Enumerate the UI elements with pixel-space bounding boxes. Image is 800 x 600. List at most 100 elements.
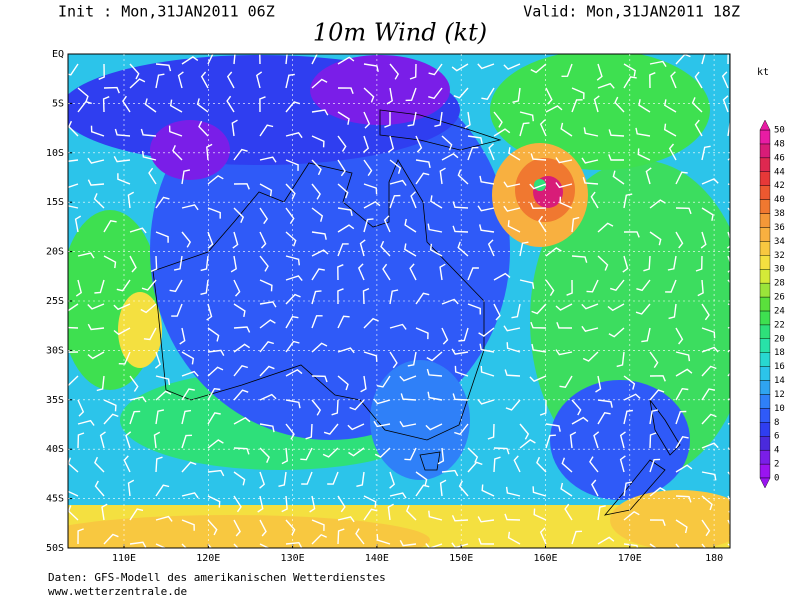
wind-barb [701, 365, 717, 377]
wind-barb [539, 119, 547, 137]
wind-barb [181, 434, 193, 449]
wind-barb [87, 323, 105, 331]
wind-barb [311, 533, 327, 545]
wind-barb [493, 447, 510, 455]
wind-barb [623, 543, 639, 548]
wind-barb [285, 368, 303, 377]
lat-label: 50S [46, 543, 64, 554]
wind-barb [405, 87, 417, 102]
wind-barb [103, 533, 119, 545]
wind-barb [285, 541, 303, 548]
wind-barb [519, 423, 530, 440]
wind-barb [410, 191, 417, 209]
lon-label: 130E [281, 553, 305, 564]
wind-barb [181, 519, 195, 531]
colorbar-label: 0 [774, 474, 779, 484]
wind-barb [571, 216, 580, 233]
wind-barb [555, 157, 573, 164]
wind-barb [231, 119, 238, 137]
wind-barb [155, 515, 173, 522]
wind-barb [670, 71, 677, 89]
wind-barb [259, 156, 277, 163]
wind-barb [638, 99, 651, 113]
wind-barb [101, 503, 108, 521]
wind-barb [545, 434, 556, 449]
wind-barb [77, 87, 89, 103]
wind-barb [560, 122, 573, 137]
wind-barb [407, 111, 417, 127]
wind-barb [400, 393, 417, 401]
wind-barb [694, 119, 703, 137]
colorbar-label: 48 [774, 139, 785, 149]
wind-barb [383, 215, 391, 233]
colorbar-label: 8 [774, 418, 779, 428]
wind-barb [608, 327, 625, 338]
wind-barb [721, 71, 729, 89]
wind-barb [68, 375, 79, 386]
wind-barb [363, 495, 377, 508]
wind-barb [441, 327, 449, 345]
wind-barb [668, 303, 677, 320]
wind-barb [349, 399, 365, 411]
wind-barb [428, 87, 443, 100]
wind-barb [559, 375, 573, 388]
wind-barb [373, 420, 391, 428]
lon-label: 180 [705, 553, 723, 564]
colorbar-label: 50 [774, 126, 785, 136]
lat-label: 30S [46, 345, 64, 356]
wind-barb [181, 204, 199, 211]
wind-barb [363, 87, 375, 103]
wind-barb [649, 231, 662, 246]
wind-barb [458, 327, 469, 342]
wind-barb [478, 327, 495, 337]
wind-barb [233, 471, 246, 486]
lat-label: 15S [46, 197, 64, 208]
wind-barb [206, 143, 213, 161]
wind-barb [454, 365, 469, 377]
wind-barb [300, 447, 313, 461]
wind-barb [75, 279, 82, 297]
wind-barb [337, 135, 347, 152]
wind-barb [311, 183, 321, 200]
wind-barb [153, 431, 161, 449]
wind-barb [571, 87, 585, 100]
wind-barb [103, 220, 117, 233]
wind-barb [181, 169, 191, 185]
wind-barb [479, 175, 495, 185]
wind-barb [701, 327, 716, 339]
wind-barb [415, 172, 430, 185]
wind-barb [311, 315, 323, 329]
wind-barb [129, 255, 137, 273]
wind-barb [114, 128, 131, 137]
wind-barb [363, 183, 378, 195]
wind-barb [457, 169, 469, 185]
wind-barb [649, 487, 666, 497]
wind-barb [701, 543, 707, 548]
wind-barb [181, 370, 199, 377]
colorbar-label: 4 [774, 446, 779, 456]
wind-barb [608, 129, 625, 137]
wind-barb [619, 455, 626, 473]
wind-barb [140, 128, 157, 137]
wind-barb [68, 351, 79, 353]
wind-barb [337, 516, 355, 523]
wind-barb [198, 120, 209, 137]
wind-barb [233, 495, 242, 513]
wind-barb [103, 255, 117, 269]
wind-barb [609, 279, 625, 292]
wind-barb [87, 179, 105, 186]
wind-barb [337, 264, 344, 281]
wind-barb [441, 152, 459, 161]
wind-barb [359, 239, 366, 257]
wind-barb [511, 303, 521, 319]
wind-barb [726, 231, 730, 249]
wind-barb [311, 268, 325, 281]
wind-barb [181, 543, 187, 548]
wind-barb [439, 479, 447, 497]
wind-barb [623, 393, 641, 401]
wind-barb [503, 63, 521, 70]
wind-barb [566, 279, 573, 296]
wind-barb [155, 231, 169, 243]
wind-barb [503, 205, 521, 212]
wind-barb [363, 218, 374, 233]
